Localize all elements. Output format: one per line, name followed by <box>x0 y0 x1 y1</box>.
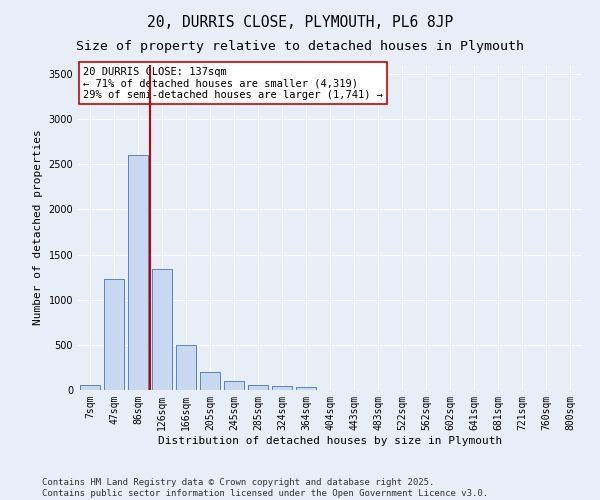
Text: 20, DURRIS CLOSE, PLYMOUTH, PL6 8JP: 20, DURRIS CLOSE, PLYMOUTH, PL6 8JP <box>147 15 453 30</box>
Text: 20 DURRIS CLOSE: 137sqm
← 71% of detached houses are smaller (4,319)
29% of semi: 20 DURRIS CLOSE: 137sqm ← 71% of detache… <box>83 66 383 100</box>
Bar <box>248 385 268 390</box>
Bar <box>128 156 148 390</box>
Bar <box>224 381 244 390</box>
Text: Contains HM Land Registry data © Crown copyright and database right 2025.
Contai: Contains HM Land Registry data © Crown c… <box>42 478 488 498</box>
Bar <box>104 279 124 390</box>
Y-axis label: Number of detached properties: Number of detached properties <box>33 130 43 326</box>
Bar <box>176 345 196 390</box>
X-axis label: Distribution of detached houses by size in Plymouth: Distribution of detached houses by size … <box>158 436 502 446</box>
Bar <box>272 386 292 390</box>
Text: Size of property relative to detached houses in Plymouth: Size of property relative to detached ho… <box>76 40 524 53</box>
Bar <box>200 372 220 390</box>
Bar <box>80 386 100 390</box>
Bar <box>152 269 172 390</box>
Bar <box>296 388 316 390</box>
